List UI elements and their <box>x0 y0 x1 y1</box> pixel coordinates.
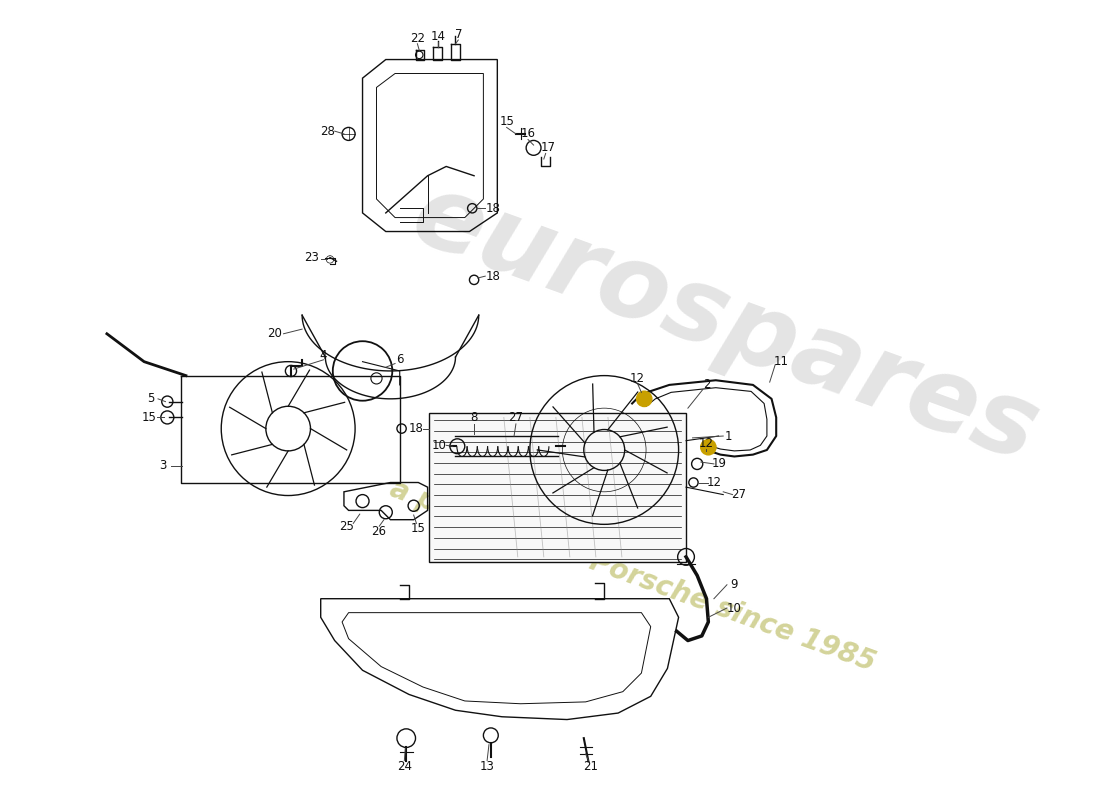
Text: 17: 17 <box>541 142 556 154</box>
Text: 16: 16 <box>520 127 536 141</box>
Text: 12: 12 <box>698 437 714 450</box>
Circle shape <box>700 439 717 455</box>
Text: 18: 18 <box>409 422 424 435</box>
Text: 9: 9 <box>730 578 738 591</box>
Text: 4: 4 <box>320 349 327 362</box>
Text: 3: 3 <box>160 459 166 472</box>
Circle shape <box>636 390 652 407</box>
Text: eurospares: eurospares <box>398 165 1052 485</box>
Text: 18: 18 <box>485 270 501 282</box>
Text: 1: 1 <box>725 430 733 442</box>
Text: 11: 11 <box>773 355 789 368</box>
Text: 23: 23 <box>304 251 319 264</box>
Text: 15: 15 <box>411 522 426 535</box>
Text: 21: 21 <box>583 759 597 773</box>
Text: 25: 25 <box>339 520 354 533</box>
Text: 7: 7 <box>454 28 462 41</box>
Text: 10: 10 <box>727 602 741 614</box>
Text: 5: 5 <box>147 392 154 406</box>
Text: 14: 14 <box>430 30 446 43</box>
Text: 28: 28 <box>320 125 334 138</box>
Text: 12: 12 <box>629 372 645 385</box>
Text: 12: 12 <box>706 476 722 489</box>
Text: 2: 2 <box>703 378 711 391</box>
Text: 15: 15 <box>499 115 514 128</box>
Text: 10: 10 <box>431 439 447 452</box>
Text: 13: 13 <box>480 759 495 773</box>
Text: 20: 20 <box>267 327 282 340</box>
Text: 6: 6 <box>396 354 404 366</box>
Text: 26: 26 <box>371 526 386 538</box>
Text: 19: 19 <box>712 458 727 470</box>
Text: 27: 27 <box>732 488 747 501</box>
Text: 24: 24 <box>397 759 411 773</box>
Text: 8: 8 <box>471 411 477 424</box>
Text: 27: 27 <box>508 411 524 424</box>
Text: a passion for Porsche since 1985: a passion for Porsche since 1985 <box>385 474 879 677</box>
Text: 22: 22 <box>410 32 425 45</box>
Bar <box>429 413 686 562</box>
Text: 15: 15 <box>141 411 156 424</box>
Text: 18: 18 <box>485 202 501 214</box>
